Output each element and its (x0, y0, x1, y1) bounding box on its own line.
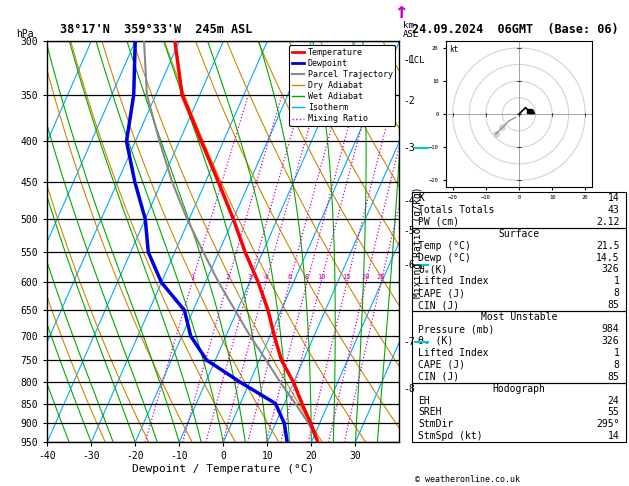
Text: 24.09.2024  06GMT  (Base: 06): 24.09.2024 06GMT (Base: 06) (412, 23, 618, 36)
Text: ↑: ↑ (394, 2, 408, 22)
Text: Lifted Index: Lifted Index (418, 277, 489, 286)
Text: 326: 326 (602, 336, 620, 346)
Text: © weatheronline.co.uk: © weatheronline.co.uk (415, 474, 520, 484)
Text: 8: 8 (613, 360, 620, 370)
Text: 2.12: 2.12 (596, 217, 620, 227)
Text: km
ASL: km ASL (403, 21, 419, 39)
Text: 14: 14 (608, 193, 620, 203)
Text: Lifted Index: Lifted Index (418, 348, 489, 358)
Text: 6: 6 (287, 275, 292, 280)
Text: 8: 8 (613, 288, 620, 298)
Text: Surface: Surface (498, 229, 540, 239)
Text: 14.5: 14.5 (596, 253, 620, 262)
Text: θₑ(K): θₑ(K) (418, 264, 448, 275)
Text: Mixing Ratio (g/kg): Mixing Ratio (g/kg) (413, 186, 423, 297)
Text: -4: -4 (404, 196, 415, 206)
Text: 24: 24 (608, 396, 620, 405)
Text: 38°17'N  359°33'W  245m ASL: 38°17'N 359°33'W 245m ASL (60, 23, 252, 36)
Text: CAPE (J): CAPE (J) (418, 360, 465, 370)
Text: StmDir: StmDir (418, 419, 454, 430)
Text: 85: 85 (608, 300, 620, 310)
Text: 55: 55 (608, 407, 620, 417)
Text: 10: 10 (316, 275, 325, 280)
Text: 15: 15 (343, 275, 351, 280)
Text: -8: -8 (404, 383, 415, 394)
Text: 326: 326 (602, 264, 620, 275)
Text: -7: -7 (404, 337, 415, 347)
Text: 2: 2 (226, 275, 230, 280)
Text: Dewp (°C): Dewp (°C) (418, 253, 471, 262)
Text: 3: 3 (248, 275, 252, 280)
Text: EH: EH (418, 396, 430, 405)
Text: Hodograph: Hodograph (493, 383, 545, 394)
Text: K: K (418, 193, 425, 203)
Text: PW (cm): PW (cm) (418, 217, 460, 227)
Text: 1: 1 (190, 275, 194, 280)
Legend: Temperature, Dewpoint, Parcel Trajectory, Dry Adiabat, Wet Adiabat, Isotherm, Mi: Temperature, Dewpoint, Parcel Trajectory… (289, 46, 395, 126)
Text: CIN (J): CIN (J) (418, 372, 460, 382)
Text: SREH: SREH (418, 407, 442, 417)
Text: -5: -5 (404, 226, 415, 236)
Text: 25: 25 (377, 275, 385, 280)
Text: 20: 20 (362, 275, 370, 280)
Text: Pressure (mb): Pressure (mb) (418, 324, 495, 334)
Text: 14: 14 (608, 431, 620, 441)
Text: -LCL: -LCL (404, 55, 425, 65)
Text: Temp (°C): Temp (°C) (418, 241, 471, 251)
Text: -6: -6 (404, 260, 415, 270)
Text: 43: 43 (608, 205, 620, 215)
Text: 21.5: 21.5 (596, 241, 620, 251)
Text: Most Unstable: Most Unstable (481, 312, 557, 322)
Text: CAPE (J): CAPE (J) (418, 288, 465, 298)
Text: 984: 984 (602, 324, 620, 334)
Text: hPa: hPa (16, 29, 33, 39)
Text: 4: 4 (264, 275, 268, 280)
Text: 8: 8 (305, 275, 309, 280)
Text: 1: 1 (613, 348, 620, 358)
Text: -3: -3 (404, 142, 415, 153)
X-axis label: Dewpoint / Temperature (°C): Dewpoint / Temperature (°C) (132, 464, 314, 474)
Text: -2: -2 (404, 96, 415, 106)
Text: 85: 85 (608, 372, 620, 382)
Text: StmSpd (kt): StmSpd (kt) (418, 431, 483, 441)
Text: Totals Totals: Totals Totals (418, 205, 495, 215)
Text: CIN (J): CIN (J) (418, 300, 460, 310)
Text: 295°: 295° (596, 419, 620, 430)
Text: -1: -1 (404, 55, 415, 65)
Text: θₑ (K): θₑ (K) (418, 336, 454, 346)
Text: 1: 1 (613, 277, 620, 286)
Text: kt: kt (449, 45, 459, 53)
